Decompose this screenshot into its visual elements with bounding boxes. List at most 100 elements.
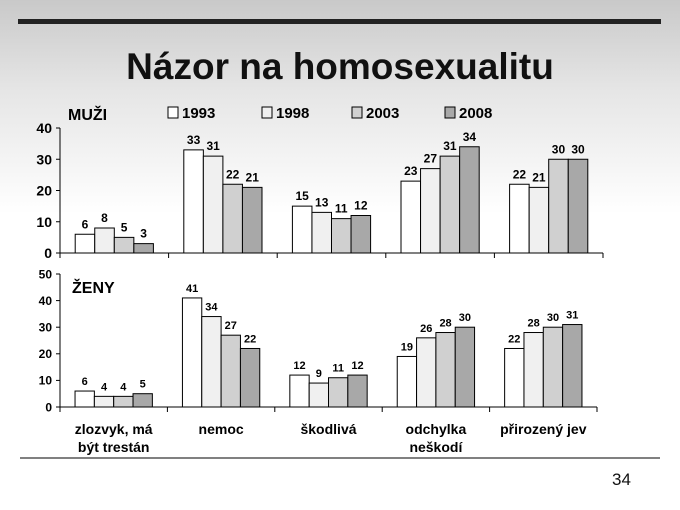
data-label: 30 (552, 142, 566, 156)
data-label: 12 (354, 199, 368, 213)
data-label: 6 (82, 217, 89, 231)
bar (528, 186, 550, 254)
data-label: 28 (528, 318, 540, 330)
bar (93, 395, 115, 408)
data-label: 28 (439, 318, 451, 330)
data-label: 34 (205, 302, 218, 314)
bar (347, 374, 368, 408)
y-tick-label: 0 (44, 245, 52, 261)
bar (454, 326, 476, 408)
data-label: 22 (244, 333, 256, 345)
bar (94, 227, 115, 254)
bar (113, 395, 134, 408)
bar (396, 355, 418, 408)
bar (504, 347, 525, 408)
bar (435, 332, 456, 408)
legend-label: 2003 (366, 105, 399, 122)
data-label: 11 (335, 202, 348, 216)
bar (113, 236, 135, 254)
category-label: být trestán (78, 439, 150, 455)
legend-swatch (167, 106, 179, 119)
category-label: škodlivá (300, 421, 356, 437)
bar (416, 337, 437, 408)
data-label: 5 (140, 379, 146, 391)
data-label: 33 (187, 133, 201, 147)
data-label: 41 (186, 283, 198, 295)
data-label: 21 (532, 170, 546, 184)
data-label: 23 (404, 164, 418, 178)
bar (239, 347, 261, 408)
panel-label-0: MUŽI (68, 105, 107, 124)
data-label: 26 (420, 323, 432, 335)
data-label: 12 (293, 360, 305, 372)
bar (291, 205, 313, 254)
bar (439, 155, 461, 254)
bar (542, 326, 564, 408)
data-label: 27 (225, 320, 237, 332)
bar (74, 390, 95, 408)
data-label: 27 (424, 152, 438, 166)
category-label: neškodí (409, 439, 463, 455)
legend-label: 1998 (276, 105, 309, 122)
bar (133, 243, 154, 254)
legend-swatch (351, 106, 363, 119)
bar (562, 324, 583, 408)
bar (420, 168, 441, 254)
y-tick-label: 30 (39, 321, 53, 335)
bar (132, 393, 153, 408)
data-label: 30 (571, 142, 585, 156)
legend-label: 1993 (182, 105, 215, 122)
data-label: 6 (82, 376, 88, 388)
data-label: 4 (101, 381, 108, 393)
y-tick-label: 50 (39, 267, 53, 281)
category-label: zlozvyk, má (75, 421, 153, 437)
bar (183, 149, 204, 254)
data-label: 30 (547, 312, 559, 324)
y-tick-label: 0 (45, 400, 52, 414)
bar (350, 215, 372, 254)
data-label: 4 (120, 381, 127, 393)
page-number: 34 (612, 470, 631, 489)
data-label: 31 (443, 139, 457, 153)
category-label: odchylka (406, 421, 467, 437)
bar (328, 377, 349, 408)
y-tick-label: 10 (36, 214, 52, 230)
y-tick-label: 40 (36, 120, 52, 136)
bar (289, 374, 310, 408)
data-label: 19 (401, 341, 413, 353)
data-label: 31 (566, 310, 578, 322)
data-label: 31 (206, 139, 220, 153)
data-label: 22 (508, 333, 520, 345)
data-label: 9 (316, 368, 322, 380)
bar (181, 297, 203, 408)
data-label: 3 (140, 227, 147, 241)
y-tick-label: 20 (39, 347, 53, 361)
bar (241, 186, 263, 254)
data-label: 13 (315, 195, 329, 209)
data-label: 30 (459, 312, 471, 324)
data-label: 12 (351, 360, 363, 372)
bar (202, 155, 224, 254)
y-tick-label: 20 (36, 183, 52, 199)
data-label: 5 (121, 220, 128, 234)
data-label: 8 (101, 211, 108, 225)
legend-swatch (444, 106, 456, 119)
bar (311, 211, 332, 254)
data-label: 22 (513, 167, 527, 181)
legend-swatch (261, 106, 273, 119)
y-tick-label: 10 (39, 374, 53, 388)
bar (509, 183, 530, 254)
bar (308, 382, 329, 408)
bar (201, 316, 222, 408)
bar (222, 183, 243, 254)
y-tick-label: 40 (39, 294, 53, 308)
data-label: 15 (295, 189, 309, 203)
data-label: 34 (463, 130, 477, 144)
legend-label: 2008 (459, 105, 492, 122)
top-rule (18, 19, 661, 24)
panel-label-1: ŽENY (72, 278, 115, 297)
bar (400, 180, 422, 254)
bar (331, 218, 352, 254)
slide-title: Názor na homosexualitu (126, 46, 554, 87)
